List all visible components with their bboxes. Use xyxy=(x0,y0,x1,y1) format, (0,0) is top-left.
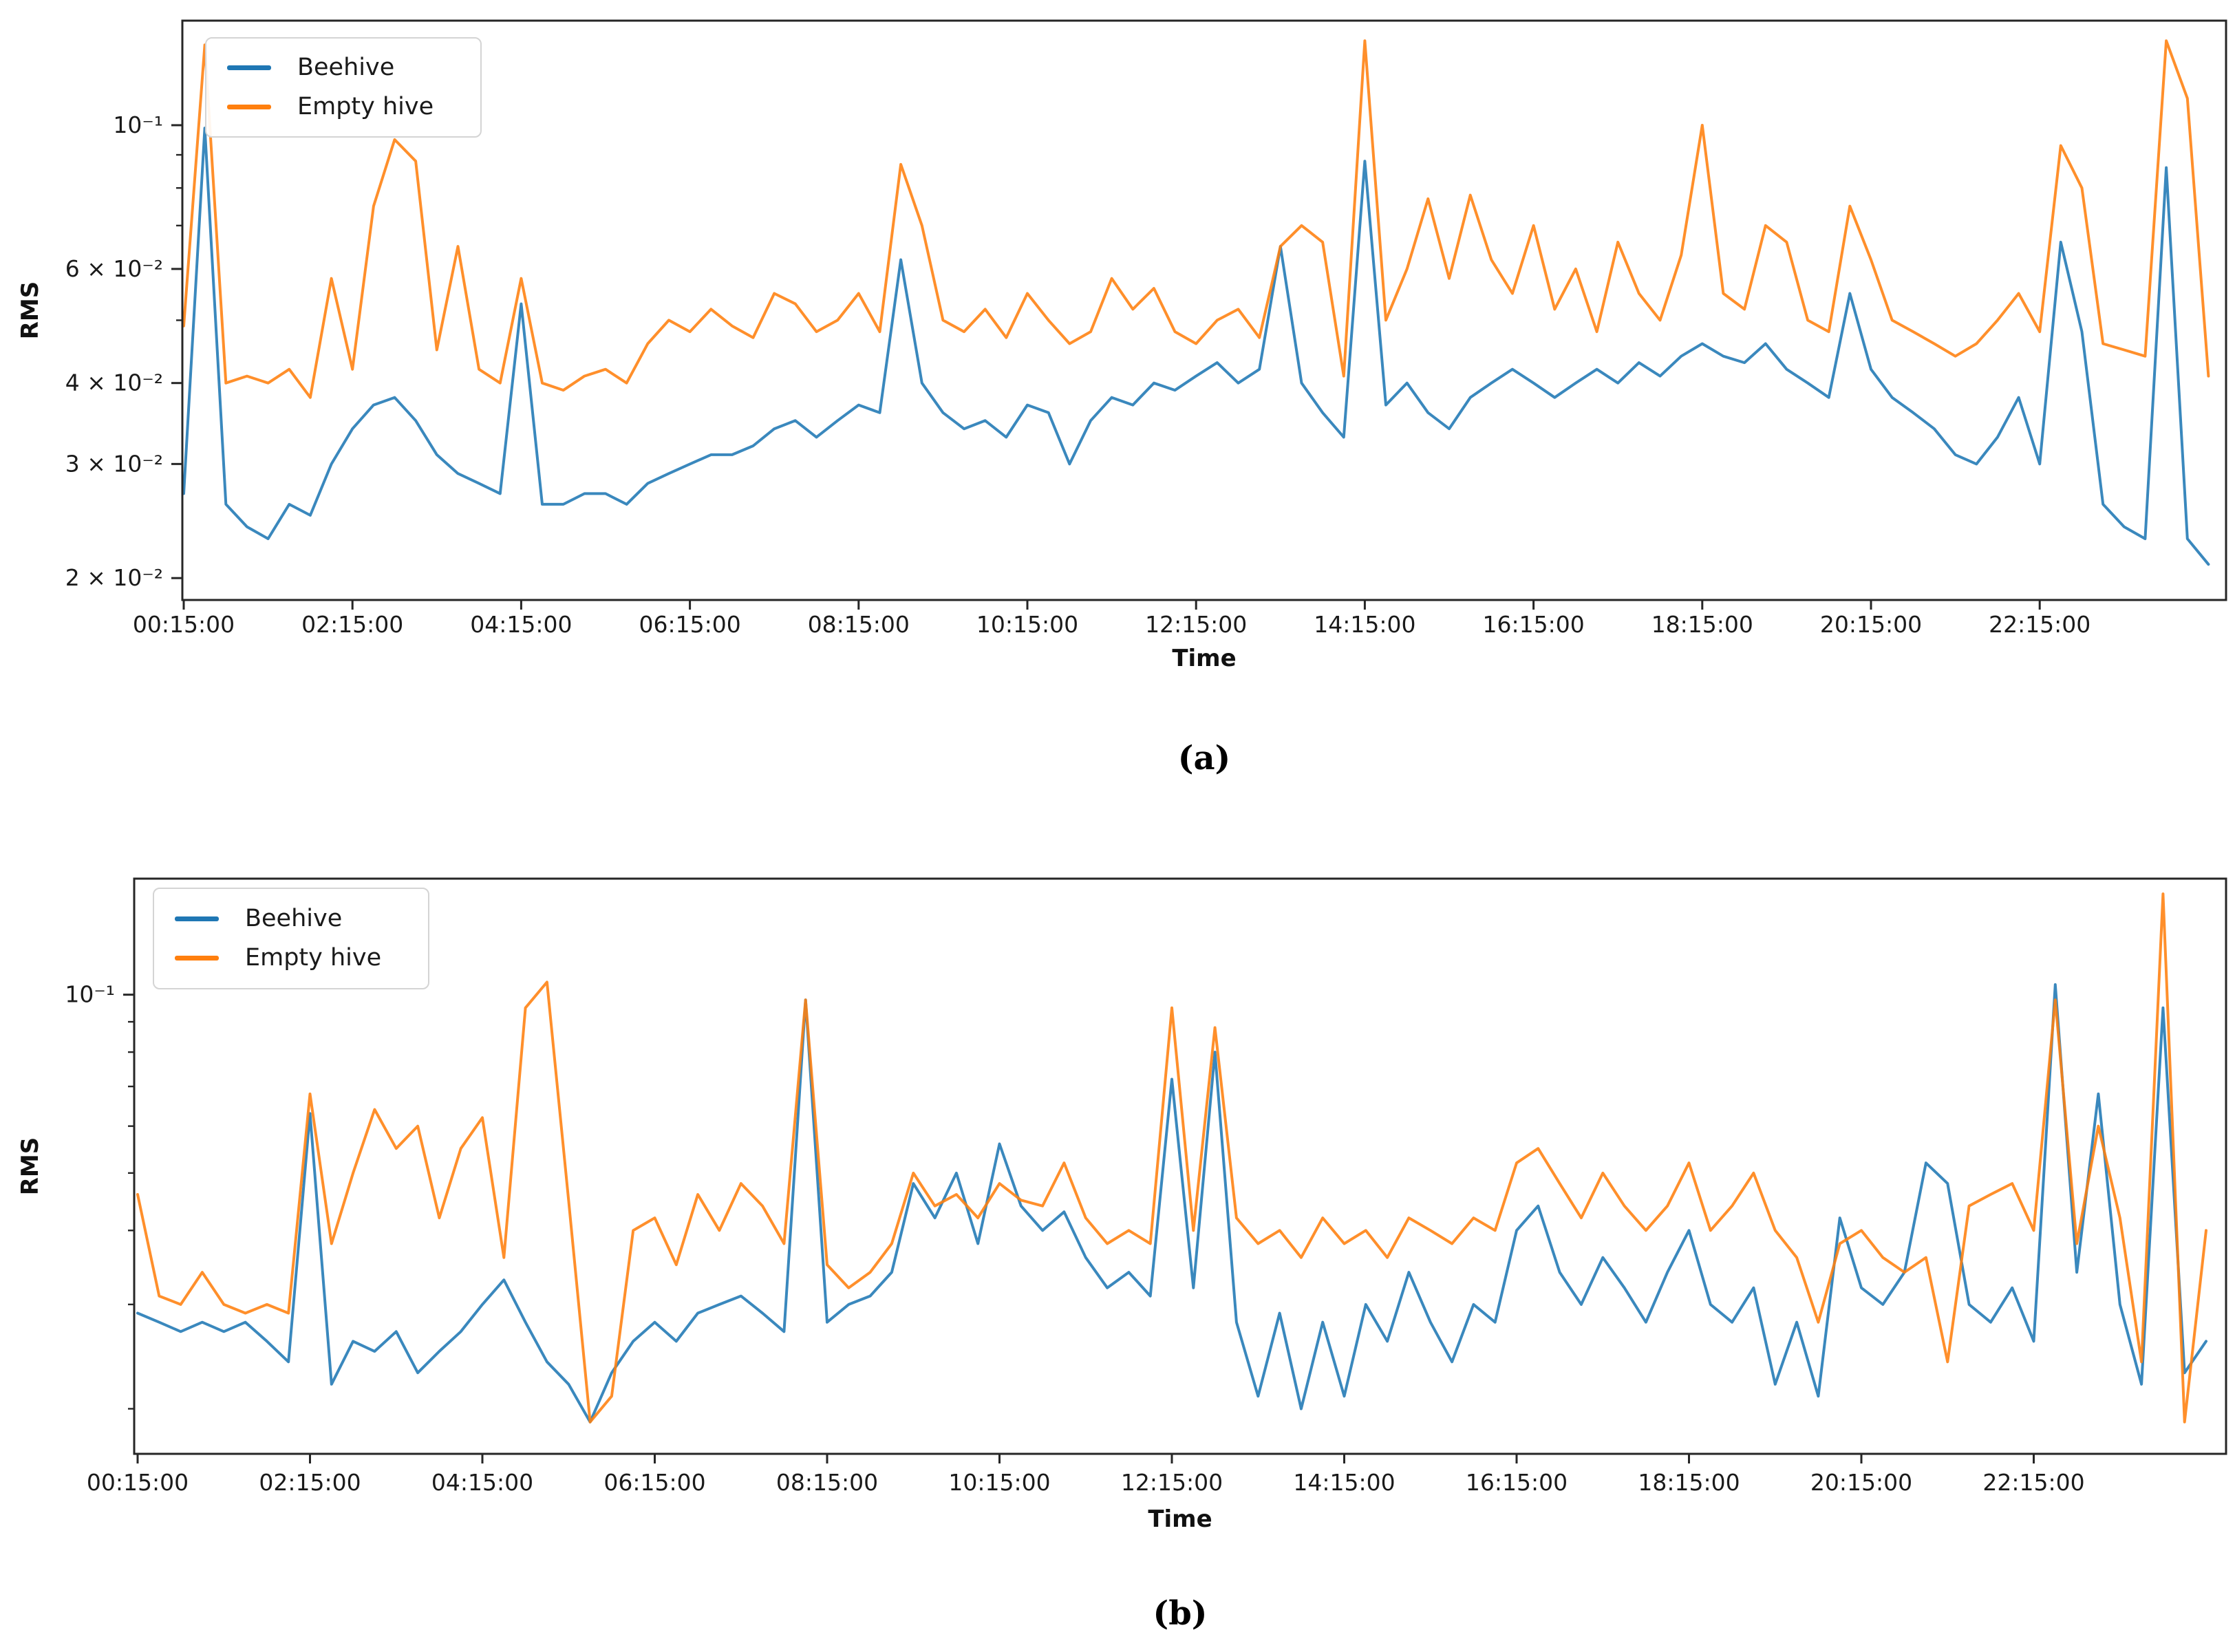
chart-b-legend: Beehive Empty hive xyxy=(153,888,429,989)
x-tick-label: 16:15:00 xyxy=(1466,1469,1568,1496)
plot-box xyxy=(133,877,2227,1455)
x-tick-label: 12:15:00 xyxy=(1145,611,1247,638)
x-tick-label: 10:15:00 xyxy=(976,611,1078,638)
chart-a-ylabel: RMS xyxy=(17,281,44,340)
x-tick-label: 06:15:00 xyxy=(639,611,740,638)
chart-a-xlabel: Time xyxy=(1172,645,1237,672)
empty-hive-line-swatch xyxy=(175,956,219,961)
legend-item-empty-hive: Empty hive xyxy=(175,946,407,970)
x-tick-label: 00:15:00 xyxy=(87,1469,189,1496)
y-tick-label: 6 × 10⁻² xyxy=(65,255,163,282)
y-tick-label: 10⁻¹ xyxy=(65,981,115,1008)
series-line-empty-hive xyxy=(136,892,2207,1424)
x-tick-label: 08:15:00 xyxy=(808,611,910,638)
x-tick-label: 02:15:00 xyxy=(301,611,403,638)
x-tick-label: 08:15:00 xyxy=(776,1469,878,1496)
x-tick-label: 20:15:00 xyxy=(1820,611,1922,638)
chart-b-caption: (b) xyxy=(1153,1594,1208,1633)
chart-a-caption: (a) xyxy=(1177,739,1231,777)
beehive-line-swatch xyxy=(227,65,271,70)
x-tick-label: 06:15:00 xyxy=(603,1469,705,1496)
legend-item-beehive: Beehive xyxy=(175,907,407,931)
y-tick-label: 4 × 10⁻² xyxy=(65,369,163,396)
x-tick-label: 12:15:00 xyxy=(1121,1469,1223,1496)
x-tick-label: 02:15:00 xyxy=(259,1469,361,1496)
x-tick-label: 22:15:00 xyxy=(1982,1469,2084,1496)
chart-a-legend: Beehive Empty hive xyxy=(205,37,482,138)
legend-item-empty-hive: Empty hive xyxy=(227,95,460,119)
x-tick-label: 20:15:00 xyxy=(1810,1469,1912,1496)
legend-label-beehive: Beehive xyxy=(297,54,395,81)
x-tick-label: 14:15:00 xyxy=(1314,611,1415,638)
series-line-beehive xyxy=(182,127,2210,566)
legend-label-empty-hive: Empty hive xyxy=(245,944,382,972)
chart-a-plot: 10⁻¹ 6 × 10⁻² 4 × 10⁻² 3 × 10⁻² 2 × 10⁻² 00:1… xyxy=(65,19,2227,638)
plot-box xyxy=(181,19,2227,601)
x-tick-label: 00:15:00 xyxy=(133,611,235,638)
y-tick-label: 10⁻¹ xyxy=(113,111,163,138)
chart-b-xlabel: Time xyxy=(1148,1505,1212,1533)
chart-b-ylabel: RMS xyxy=(17,1137,44,1196)
x-tick-label: 04:15:00 xyxy=(470,611,572,638)
x-tick-label: 22:15:00 xyxy=(1989,611,2090,638)
x-tick-label: 14:15:00 xyxy=(1293,1469,1395,1496)
y-tick-label: 3 × 10⁻² xyxy=(65,450,163,477)
empty-hive-line-swatch xyxy=(227,105,271,109)
x-tick-label: 04:15:00 xyxy=(431,1469,533,1496)
x-tick-label: 16:15:00 xyxy=(1482,611,1584,638)
legend-label-beehive: Beehive xyxy=(245,905,343,932)
x-tick-label: 18:15:00 xyxy=(1638,1469,1740,1496)
x-tick-label: 10:15:00 xyxy=(948,1469,1050,1496)
series-line-beehive xyxy=(136,983,2207,1424)
series-line-empty-hive xyxy=(182,39,2210,399)
beehive-line-swatch xyxy=(175,916,219,921)
x-tick-label: 18:15:00 xyxy=(1651,611,1753,638)
legend-item-beehive: Beehive xyxy=(227,56,460,80)
y-tick-label: 2 × 10⁻² xyxy=(65,564,163,591)
chart-b-plot: 10⁻¹ 00:15:00 02:15:00 04:15:00 06:15:00 08:1… xyxy=(65,877,2227,1496)
legend-label-empty-hive: Empty hive xyxy=(297,93,434,120)
